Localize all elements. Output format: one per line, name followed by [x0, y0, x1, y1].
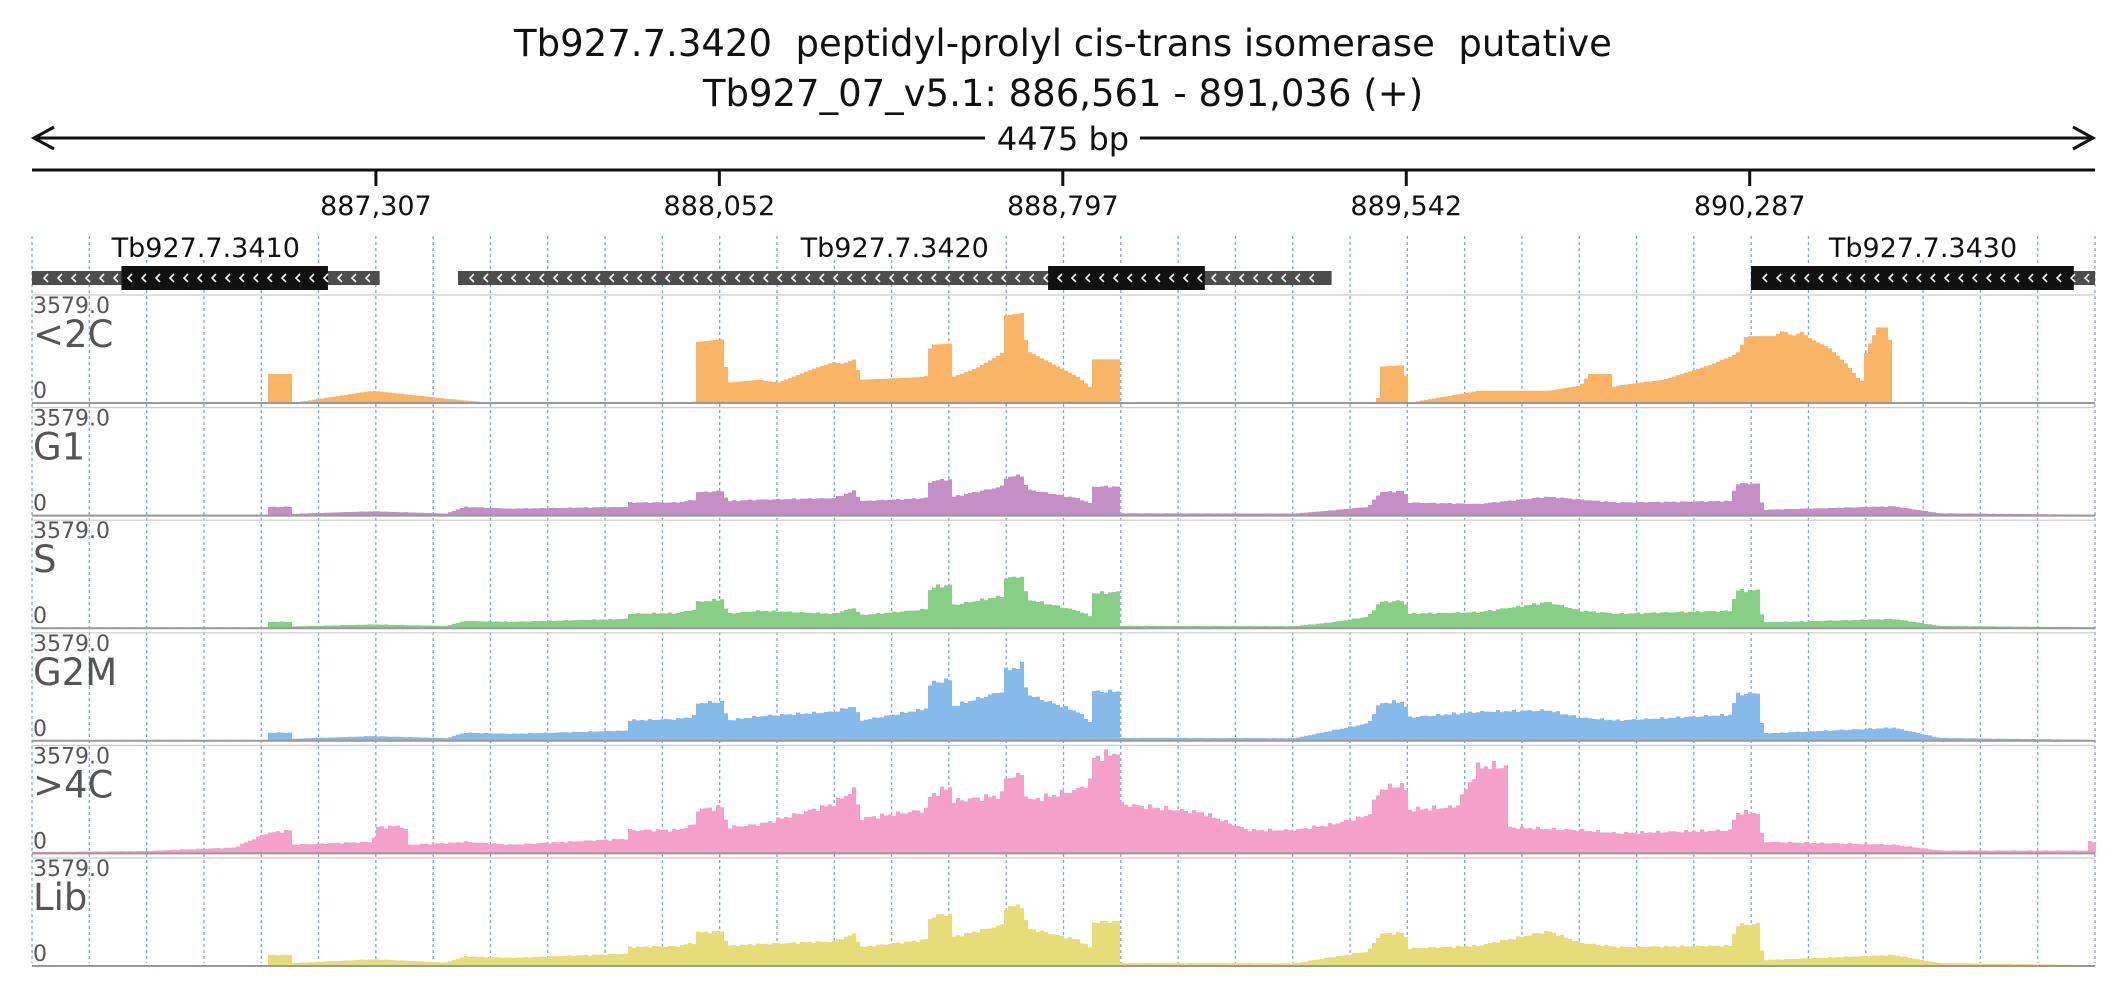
- span-length-label: 4475 bp: [997, 120, 1129, 158]
- gene-label-bg-2: [1836, 232, 2011, 260]
- track-ymax-label: 3579.0: [33, 294, 110, 319]
- span-arrow-right-head: [2072, 125, 2097, 151]
- track-series-name: Lib: [33, 876, 87, 919]
- track-3: 3579.0 0 G2M: [32, 632, 2096, 742]
- axis-tick-label: 889,542: [1350, 191, 1462, 222]
- track-coverage-area: [268, 313, 1892, 403]
- gene-strand-arrows-2: [1761, 273, 2090, 283]
- track-ymax-label: 3579.0: [33, 744, 110, 769]
- track-series-name: >4C: [33, 763, 113, 806]
- axis-tick-label: 890,287: [1694, 191, 1806, 222]
- track-ymin-label: 0: [33, 492, 47, 517]
- track-ymin-label: 0: [33, 379, 47, 404]
- track-series-name: G2M: [33, 651, 117, 694]
- track-ymax-label: 3579.0: [33, 857, 110, 882]
- track-series-name: <2C: [33, 313, 113, 356]
- coverage-tracks: 3579.00<2C3579.00G13579.00S3579.00G2M357…: [32, 294, 2096, 967]
- chart-subtitle: Tb927_07_v5.1: 886,561 - 891,036 (+): [702, 72, 1424, 115]
- track-coverage-area: [32, 749, 2096, 854]
- track-coverage-area: [32, 904, 2096, 966]
- axis-tick-label: 888,797: [1007, 191, 1119, 222]
- gene-label: Tb927.7.3420: [800, 233, 989, 264]
- track-1: 3579.0 0 G1: [32, 407, 2096, 517]
- track-ymax-label: 3579.0: [33, 407, 110, 432]
- gene-label-bg-1: [807, 232, 982, 260]
- track-ymin-label: 0: [33, 604, 47, 629]
- gene-label-bg-0: [118, 232, 293, 260]
- track-0: 3579.0 0 <2C: [32, 294, 2095, 404]
- track-ymax-label: 3579.0: [33, 632, 110, 657]
- track-ymin-label: 0: [33, 829, 47, 854]
- track-series-name: S: [33, 538, 57, 581]
- gene-label: Tb927.7.3430: [1828, 233, 2017, 264]
- gene-track: Tb927.7.3410 Tb927.7.3420 Tb927.7.3430: [32, 232, 2095, 290]
- position-axis: 887,307 888,052 888,797 889,542 890,287: [32, 168, 2095, 222]
- chart-title: Tb927.7.3420 peptidyl-prolyl cis-trans i…: [514, 22, 1612, 65]
- axis-tick-label: 887,307: [320, 191, 432, 222]
- track-2: 3579.0 0 S: [32, 519, 2096, 630]
- axis-tick-label: 888,052: [664, 191, 776, 222]
- track-series-name: G1: [33, 426, 85, 469]
- track-5: 3579.0 0 Lib: [32, 857, 2096, 967]
- track-coverage-area: [32, 576, 2096, 629]
- span-indicator: 4475 bp: [30, 120, 2097, 158]
- span-label-bg: [985, 120, 1140, 156]
- track-ymax-label: 3579.0: [33, 519, 110, 544]
- span-arrow-left-head: [30, 125, 55, 151]
- gene-label: Tb927.7.3410: [111, 233, 300, 264]
- gene-strand-arrows-1: [468, 273, 1315, 283]
- track-4: 3579.0 0 >4C: [32, 744, 2096, 855]
- gene-strand-arrows-0: [42, 273, 371, 283]
- track-coverage-area: [32, 474, 2096, 516]
- gene-cds-1: [1048, 266, 1205, 290]
- track-ymin-label: 0: [33, 717, 47, 742]
- track-ymin-label: 0: [33, 942, 47, 967]
- track-coverage-area: [32, 661, 2096, 741]
- gene-cds-2: [1751, 266, 2074, 290]
